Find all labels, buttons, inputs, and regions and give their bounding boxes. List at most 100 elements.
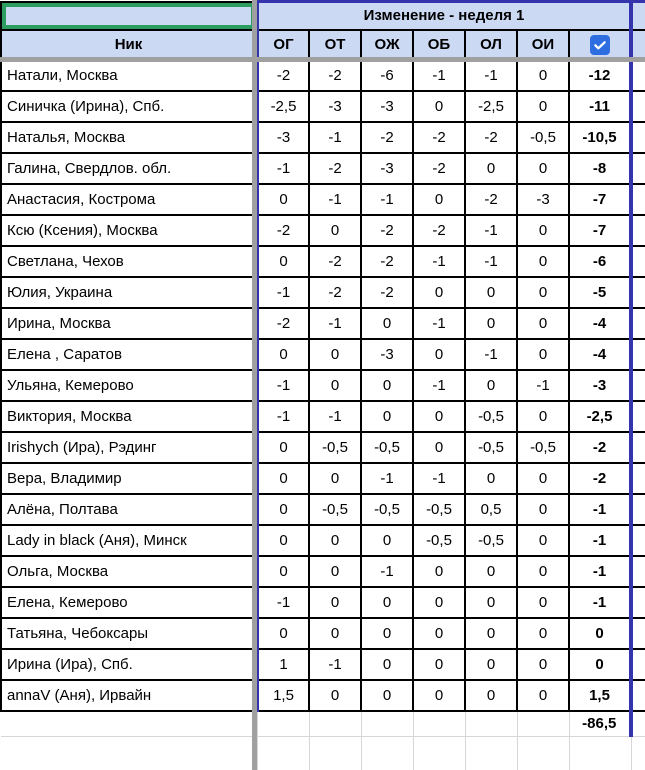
empty-cell[interactable]: [360, 736, 413, 770]
value-cell[interactable]: 0: [516, 306, 570, 340]
value-cell[interactable]: 0: [516, 678, 570, 712]
player-name-cell[interactable]: Виктория, Москва: [0, 399, 258, 433]
player-name-cell[interactable]: Натали, Москва: [0, 58, 258, 92]
value-cell[interactable]: -1: [412, 368, 466, 402]
row-total-cell[interactable]: -4: [568, 306, 633, 340]
empty-cell[interactable]: [629, 710, 645, 737]
column-header-og[interactable]: ОГ: [255, 28, 310, 61]
value-cell[interactable]: 0: [516, 554, 570, 588]
value-cell[interactable]: -2: [360, 275, 414, 309]
empty-cell[interactable]: [630, 736, 645, 770]
week-title-cell[interactable]: Изменение - неделя 1: [255, 0, 633, 31]
player-name-cell[interactable]: Елена , Саратов: [0, 337, 258, 371]
value-cell[interactable]: 0: [464, 616, 518, 650]
value-cell[interactable]: -1: [516, 368, 570, 402]
row-total-cell[interactable]: -2: [568, 430, 633, 464]
value-cell[interactable]: -0,5: [464, 430, 518, 464]
value-cell[interactable]: -1: [360, 554, 414, 588]
row-total-cell[interactable]: -10,5: [568, 120, 633, 154]
value-cell[interactable]: 0: [255, 554, 310, 588]
value-cell[interactable]: 0: [516, 461, 570, 495]
row-total-cell[interactable]: -1: [568, 585, 633, 619]
cutoff-column-cell[interactable]: [629, 523, 645, 557]
value-cell[interactable]: 0,5: [464, 492, 518, 526]
empty-cell[interactable]: [516, 736, 569, 770]
value-cell[interactable]: -1: [308, 306, 362, 340]
player-name-cell[interactable]: Татьяна, Чебоксары: [0, 616, 258, 650]
value-cell[interactable]: 0: [255, 523, 310, 557]
empty-cell[interactable]: [256, 736, 309, 770]
empty-cell[interactable]: [1, 710, 258, 737]
value-cell[interactable]: 0: [360, 306, 414, 340]
value-cell[interactable]: 0: [360, 399, 414, 433]
value-cell[interactable]: 0: [255, 244, 310, 278]
empty-cell[interactable]: [568, 736, 631, 770]
player-name-cell[interactable]: Елена, Кемерово: [0, 585, 258, 619]
empty-cell[interactable]: [516, 710, 570, 737]
value-cell[interactable]: -2: [308, 58, 362, 92]
value-cell[interactable]: -3: [308, 89, 362, 123]
row-total-cell[interactable]: 1,5: [568, 678, 633, 712]
row-total-cell[interactable]: -5: [568, 275, 633, 309]
value-cell[interactable]: -0,5: [464, 399, 518, 433]
cutoff-column-header-cell[interactable]: [629, 28, 645, 61]
cutoff-column-cell[interactable]: [629, 244, 645, 278]
value-cell[interactable]: 0: [308, 616, 362, 650]
value-cell[interactable]: 0: [360, 678, 414, 712]
value-cell[interactable]: 0: [464, 647, 518, 681]
nick-header-cell[interactable]: Ник: [0, 28, 258, 61]
value-cell[interactable]: 0: [516, 585, 570, 619]
value-cell[interactable]: 0: [308, 585, 362, 619]
value-cell[interactable]: 0: [464, 678, 518, 712]
cutoff-column-cell[interactable]: [629, 306, 645, 340]
row-total-cell[interactable]: -3: [568, 368, 633, 402]
value-cell[interactable]: -0,5: [308, 492, 362, 526]
value-cell[interactable]: -2: [412, 213, 466, 247]
value-cell[interactable]: 0: [412, 430, 466, 464]
value-cell[interactable]: 0: [464, 368, 518, 402]
row-total-cell[interactable]: -4: [568, 337, 633, 371]
value-cell[interactable]: -1: [412, 58, 466, 92]
cutoff-column-cell[interactable]: [629, 120, 645, 154]
value-cell[interactable]: 0: [255, 182, 310, 216]
value-cell[interactable]: 0: [255, 492, 310, 526]
value-cell[interactable]: 0: [255, 616, 310, 650]
value-cell[interactable]: -2: [464, 182, 518, 216]
value-cell[interactable]: -3: [360, 151, 414, 185]
value-cell[interactable]: -6: [360, 58, 414, 92]
value-cell[interactable]: 0: [412, 647, 466, 681]
value-cell[interactable]: -0,5: [516, 430, 570, 464]
value-cell[interactable]: 0: [516, 616, 570, 650]
player-name-cell[interactable]: Вера, Владимир: [0, 461, 258, 495]
value-cell[interactable]: 0: [516, 58, 570, 92]
row-total-cell[interactable]: -2: [568, 461, 633, 495]
value-cell[interactable]: -1: [308, 182, 362, 216]
value-cell[interactable]: 0: [308, 678, 362, 712]
value-cell[interactable]: -2: [464, 120, 518, 154]
player-name-cell[interactable]: Наталья, Москва: [0, 120, 258, 154]
value-cell[interactable]: 0: [308, 368, 362, 402]
value-cell[interactable]: -2: [255, 213, 310, 247]
value-cell[interactable]: 0: [464, 554, 518, 588]
cutoff-column-cell[interactable]: [629, 554, 645, 588]
empty-cell[interactable]: [1, 736, 257, 770]
row-total-cell[interactable]: -1: [568, 523, 633, 557]
cutoff-column-cell[interactable]: [629, 58, 645, 92]
column-header-oi[interactable]: ОИ: [516, 28, 570, 61]
value-cell[interactable]: -1: [308, 647, 362, 681]
row-total-cell[interactable]: -7: [568, 213, 633, 247]
value-cell[interactable]: -3: [360, 337, 414, 371]
value-cell[interactable]: -1: [360, 182, 414, 216]
value-cell[interactable]: -1: [464, 58, 518, 92]
value-cell[interactable]: 0: [516, 151, 570, 185]
column-header-ot[interactable]: ОТ: [308, 28, 362, 61]
player-name-cell[interactable]: Ксю (Ксения), Москва: [0, 213, 258, 247]
value-cell[interactable]: -2: [360, 120, 414, 154]
value-cell[interactable]: -0,5: [360, 430, 414, 464]
value-cell[interactable]: -1: [308, 399, 362, 433]
player-name-cell[interactable]: Синичка (Ирина), Спб.: [0, 89, 258, 123]
value-cell[interactable]: 0: [308, 523, 362, 557]
column-header-ob[interactable]: ОБ: [412, 28, 466, 61]
value-cell[interactable]: 0: [516, 399, 570, 433]
empty-cell[interactable]: [256, 710, 310, 737]
